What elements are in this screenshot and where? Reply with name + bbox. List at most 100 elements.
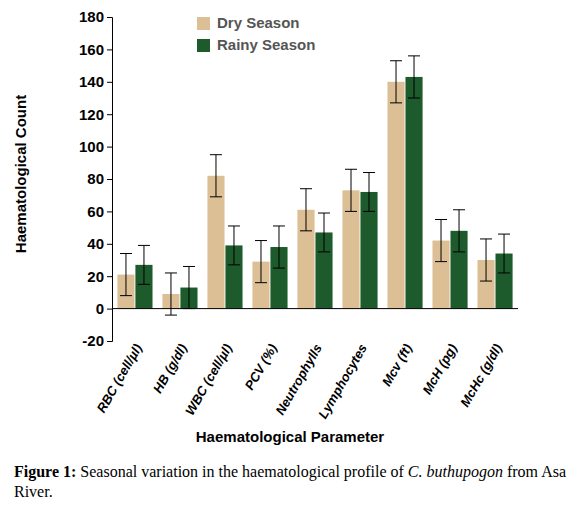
series-bars	[117, 82, 494, 309]
y-tick-mark	[107, 179, 112, 180]
y-tick-label: 20	[87, 268, 104, 285]
error-cap	[390, 102, 402, 103]
y-tick-mark	[107, 211, 112, 212]
x-tick: PCV (%)	[242, 341, 280, 392]
error-stem	[260, 241, 261, 283]
y-tick: 180	[79, 8, 112, 25]
error-stem	[486, 239, 487, 281]
error-cap	[210, 196, 222, 197]
error-cap	[255, 240, 267, 241]
error-cap	[390, 60, 402, 61]
y-tick-label: 180	[79, 8, 104, 25]
error-bar	[138, 245, 150, 284]
error-stem	[504, 234, 505, 273]
caption: Figure 1: Seasonal variation in the haem…	[14, 462, 574, 502]
legend-swatch	[197, 17, 210, 30]
error-bar	[480, 239, 492, 281]
y-tick-mark	[107, 341, 112, 342]
error-cap	[498, 234, 510, 235]
error-stem	[143, 245, 144, 284]
legend-label: Dry Season	[217, 14, 300, 31]
error-stem	[278, 226, 279, 268]
error-bar	[273, 226, 285, 268]
y-tick-label: 40	[87, 235, 104, 252]
y-tick-mark	[107, 114, 112, 115]
error-cap	[480, 238, 492, 239]
y-tick-label: 60	[87, 203, 104, 220]
x-tick: WBC (cell/µl)	[182, 341, 235, 418]
error-cap	[273, 268, 285, 269]
x-tick: McH (pg)	[419, 341, 460, 397]
x-tick-label: HB (g/dl)	[150, 341, 190, 395]
error-bar	[453, 210, 465, 252]
error-cap	[408, 55, 420, 56]
x-tick-label: McHc (g/dl)	[457, 341, 505, 409]
x-tick-label: WBC (cell/µl)	[182, 341, 235, 418]
plot-area	[117, 56, 512, 315]
bar	[405, 77, 422, 309]
error-stem	[459, 210, 460, 252]
y-tick: 80	[87, 170, 112, 187]
error-stem	[305, 189, 306, 231]
error-cap	[120, 253, 132, 254]
chart-svg: -20 0 20 40 60 80 100 120 140 160 180 RBC (cell/µl)…	[0, 0, 583, 460]
error-cap	[138, 284, 150, 285]
y-axis-title: Haematological Count	[12, 95, 29, 253]
error-cap	[165, 315, 177, 316]
error-cap	[228, 225, 240, 226]
error-cap	[138, 245, 150, 246]
error-stem	[441, 220, 442, 262]
caption-part: Figure 1:	[14, 463, 76, 480]
error-stem	[215, 155, 216, 197]
y-axis: -20 0 20 40 60 80 100 120 140 160 180	[79, 8, 113, 349]
y-tick-label: 100	[79, 138, 104, 155]
error-cap	[363, 211, 375, 212]
y-tick: 100	[79, 138, 112, 155]
error-bars	[138, 56, 510, 309]
error-stem	[324, 213, 325, 252]
error-bar	[318, 213, 330, 252]
error-bar	[345, 169, 357, 211]
y-tick: 140	[79, 73, 112, 90]
error-cap	[480, 281, 492, 282]
error-cap	[498, 272, 510, 273]
error-bar	[363, 173, 375, 212]
x-axis-title: Haematological Parameter	[196, 428, 385, 445]
error-cap	[318, 213, 330, 214]
x-tick-label: McH (pg)	[419, 341, 460, 397]
error-cap	[300, 230, 312, 231]
error-cap	[228, 264, 240, 265]
error-cap	[408, 98, 420, 99]
error-cap	[453, 209, 465, 210]
y-tick-label: 0	[96, 300, 104, 317]
x-tick: Neutrophylls	[272, 341, 325, 417]
x-tick-label: RBC (cell/µl)	[94, 341, 145, 415]
y-tick-mark	[107, 17, 112, 18]
error-stem	[125, 254, 126, 296]
x-tick-label: Lymphocytes	[315, 341, 370, 421]
caption-part: Seasonal variation in the haematological…	[76, 463, 407, 480]
caption-part: C. buthupogon	[408, 463, 503, 480]
y-tick: -20	[82, 332, 112, 349]
y-tick: 40	[87, 235, 112, 252]
x-tick-label: Neutrophylls	[272, 341, 325, 417]
x-tick-label: Mcv (ft)	[379, 341, 415, 389]
error-bar	[120, 254, 132, 296]
x-tick: HB (g/dl)	[150, 341, 190, 395]
error-bar	[435, 220, 447, 262]
y-tick-mark	[107, 276, 112, 277]
error-cap	[318, 251, 330, 252]
error-cap	[300, 188, 312, 189]
error-stem	[188, 266, 189, 308]
error-cap	[165, 272, 177, 273]
y-tick: 20	[87, 268, 112, 285]
x-axis: RBC (cell/µl)HB (g/dl)WBC (cell/µl)PCV (…	[94, 341, 506, 421]
y-tick-mark	[107, 309, 112, 310]
error-cap	[453, 251, 465, 252]
error-bars	[120, 61, 492, 315]
y-tick: 160	[79, 41, 112, 58]
x-tick-label: PCV (%)	[242, 341, 280, 392]
y-tick: 60	[87, 203, 112, 220]
y-tick-label: 120	[79, 106, 104, 123]
error-cap	[435, 219, 447, 220]
